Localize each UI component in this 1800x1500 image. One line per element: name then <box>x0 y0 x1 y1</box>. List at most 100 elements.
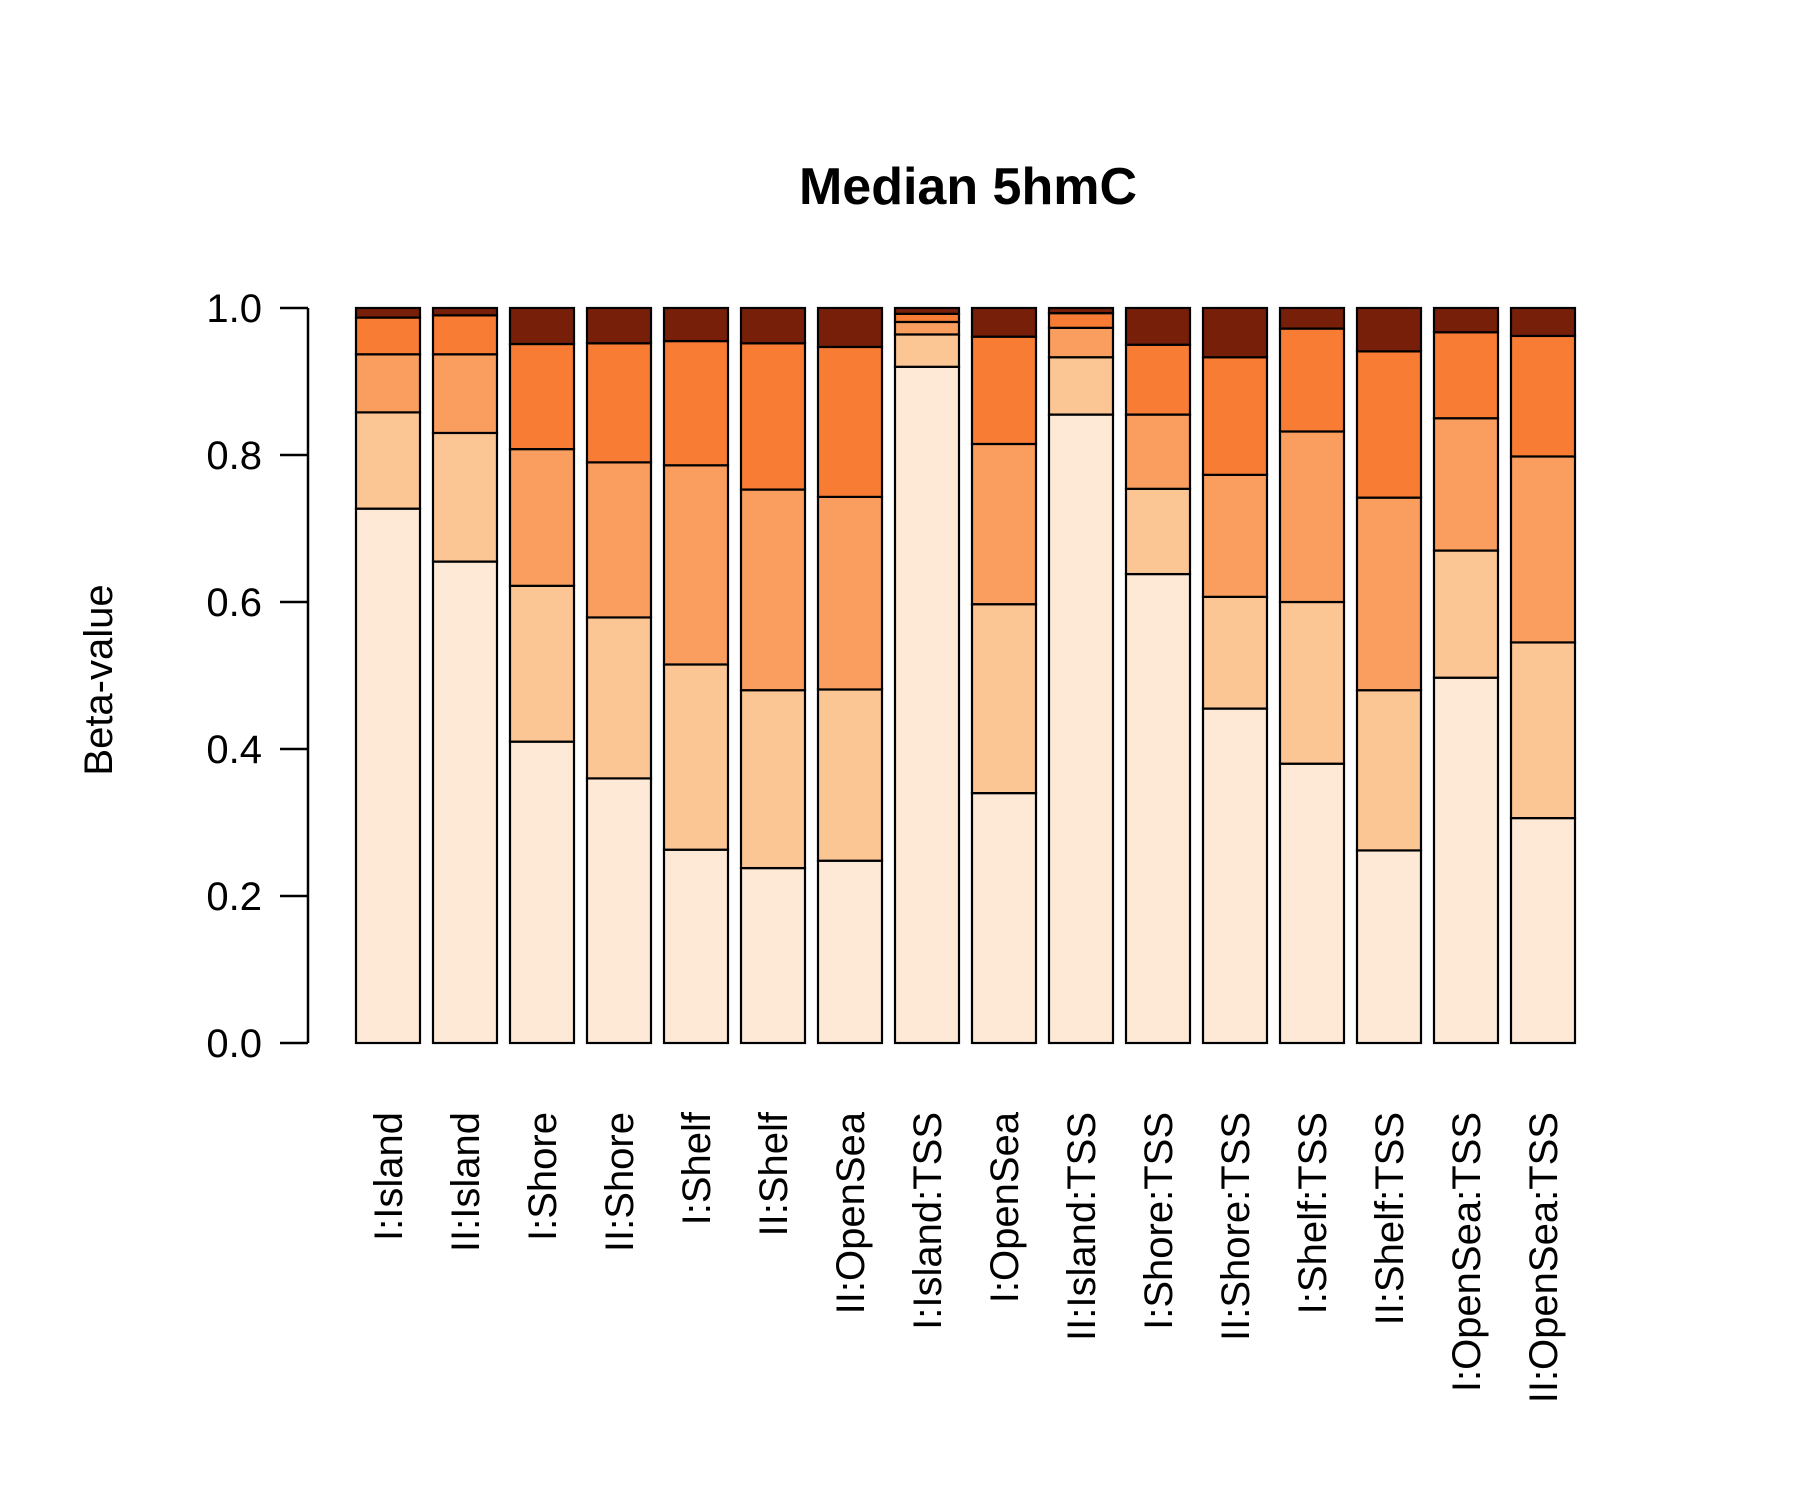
x-tick-label: II:Island:TSS <box>1060 1112 1104 1341</box>
bar-segment <box>739 342 807 491</box>
y-tick-label: 0.8 <box>206 434 262 478</box>
bar-segment <box>508 306 576 346</box>
bar-segment <box>1124 572 1192 1045</box>
x-tick-label: I:OpenSea:TSS <box>1445 1112 1489 1392</box>
bar-segment <box>1047 356 1115 416</box>
x-tick-label: I:Shore:TSS <box>1137 1112 1181 1330</box>
bar-segment <box>508 740 576 1045</box>
bar-segment <box>970 306 1038 338</box>
bar-segment <box>585 342 653 464</box>
bar-segment <box>1355 689 1423 852</box>
bar-segment <box>739 689 807 870</box>
bar-segment <box>893 365 961 1045</box>
bar-segment <box>354 316 422 356</box>
bar-segment <box>1509 641 1577 820</box>
bar-segment <box>662 339 730 467</box>
bar-13 <box>1278 306 1346 1045</box>
bar-segment <box>1509 306 1577 338</box>
bar-segment <box>431 431 499 563</box>
bar-segment <box>1047 306 1115 315</box>
bar-segment <box>431 306 499 317</box>
bar-segment <box>1509 334 1577 458</box>
bar-segment <box>662 663 730 851</box>
bar-segment <box>508 584 576 743</box>
chart-title: Median 5hmC <box>799 158 1137 216</box>
bar-segment <box>816 859 884 1045</box>
x-tick-label: II:Shore:TSS <box>1214 1112 1258 1341</box>
bar-2 <box>431 306 499 1045</box>
bar-segment <box>431 353 499 435</box>
bar-segment <box>508 448 576 587</box>
bar-11 <box>1124 306 1192 1045</box>
bar-segment <box>1355 496 1423 692</box>
bar-segment <box>1278 430 1346 604</box>
bar-segment <box>431 314 499 356</box>
bar-segment <box>585 616 653 780</box>
bar-3 <box>508 306 576 1045</box>
y-tick-label: 0.4 <box>206 728 262 772</box>
bar-segment <box>1509 816 1577 1045</box>
bar-segment <box>1432 417 1500 552</box>
bar-8 <box>893 306 961 1045</box>
bar-segment <box>1047 326 1115 359</box>
y-tick-label: 0.6 <box>206 581 262 625</box>
bar-segment <box>1278 762 1346 1045</box>
bar-segment <box>585 461 653 619</box>
x-tick-label: II:OpenSea <box>829 1111 873 1314</box>
bar-segment <box>1201 707 1269 1045</box>
bar-segment <box>1355 849 1423 1045</box>
bar-segment <box>1278 600 1346 765</box>
bar-segment <box>1432 306 1500 334</box>
bar-segment <box>1509 455 1577 644</box>
bars <box>354 306 1577 1045</box>
bar-segment <box>1201 595 1269 710</box>
x-tick-label: I:Shelf <box>675 1111 719 1225</box>
bar-segment <box>1432 676 1500 1045</box>
bar-7 <box>816 306 884 1045</box>
bar-segment <box>1124 306 1192 346</box>
bar-segment <box>893 306 961 315</box>
bar-segment <box>1201 473 1269 598</box>
bar-segment <box>1432 331 1500 420</box>
bar-4 <box>585 306 653 1045</box>
bar-segment <box>816 345 884 498</box>
bar-segment <box>1201 356 1269 476</box>
bar-segment <box>1278 327 1346 433</box>
bar-segment <box>662 848 730 1045</box>
bar-segment <box>508 342 576 451</box>
bar-segment <box>1124 413 1192 490</box>
bar-segment <box>970 442 1038 606</box>
bar-segment <box>893 312 961 324</box>
bar-segment <box>662 464 730 666</box>
bar-segment <box>739 488 807 692</box>
y-tick-label: 0.2 <box>206 875 262 919</box>
bar-segment <box>816 495 884 691</box>
bar-segment <box>1047 312 1115 329</box>
bar-segment <box>739 306 807 345</box>
bar-segment <box>893 320 961 336</box>
x-tick-label: II:Island <box>444 1112 488 1252</box>
bar-segment <box>354 306 422 319</box>
bar-9 <box>970 306 1038 1045</box>
x-tick-label: I:Island <box>367 1112 411 1241</box>
x-tick-label: I:Shelf:TSS <box>1291 1112 1335 1314</box>
bar-segment <box>1124 487 1192 576</box>
bar-segment <box>816 306 884 349</box>
x-tick-label: II:Shelf <box>752 1111 796 1236</box>
x-tick-label: I:Island:TSS <box>906 1112 950 1330</box>
y-axis: 0.0 0.2 0.4 0.6 0.8 1.0 <box>206 287 310 1066</box>
bar-segment <box>970 335 1038 446</box>
bar-segment <box>662 306 730 343</box>
bar-segment <box>970 791 1038 1045</box>
bar-segment <box>585 306 653 345</box>
x-tick-label: II:Shore <box>598 1112 642 1252</box>
bar-segment <box>1355 350 1423 499</box>
bar-14 <box>1355 306 1423 1045</box>
x-tick-label: I:OpenSea <box>983 1111 1027 1303</box>
bar-segment <box>431 560 499 1045</box>
bar-segment <box>585 777 653 1045</box>
bar-segment <box>354 507 422 1045</box>
x-axis-labels: I:Island II:Island I:Shore II:Shore I:Shelf I… <box>367 1111 1566 1403</box>
bar-5 <box>662 306 730 1045</box>
bar-segment <box>354 353 422 414</box>
